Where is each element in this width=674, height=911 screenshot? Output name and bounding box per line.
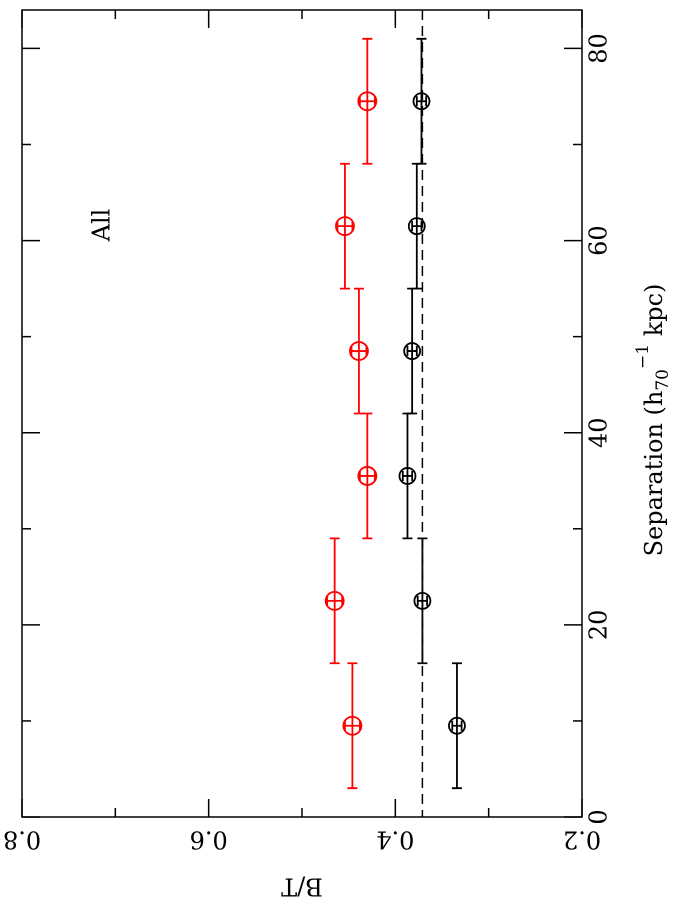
point	[357, 91, 378, 112]
x-tick-label: 60	[585, 225, 613, 256]
point	[448, 716, 466, 735]
point	[413, 591, 432, 610]
y-axis-title: B/T	[281, 873, 323, 901]
x-axis-title-part: Separation (h	[640, 391, 668, 557]
x-axis-title-sup: −1	[633, 344, 653, 369]
y-tick-label: 0.6	[190, 826, 228, 854]
x-axis-title-part: kpc)	[640, 284, 668, 344]
point	[324, 590, 345, 611]
point	[335, 216, 355, 237]
point	[403, 342, 422, 360]
y-tick-label: 0.4	[376, 826, 414, 854]
x-axis-title: Separation (h70−1 kpc)	[633, 284, 673, 557]
bt-error-bar	[451, 720, 463, 731]
frame	[21, 9, 583, 818]
x-tick-label: 0	[585, 809, 613, 824]
point	[349, 341, 369, 361]
x-tick-label: 20	[585, 610, 613, 641]
bt-error-bar	[401, 470, 414, 481]
bt-error-bar	[416, 595, 428, 606]
x-axis-title-sub: 70	[653, 369, 673, 391]
bt-error-bar	[415, 96, 428, 107]
point	[342, 715, 363, 736]
x-tick-label: 80	[585, 33, 613, 64]
y-tick-label: 0.2	[563, 826, 601, 854]
point	[357, 466, 378, 486]
bt-error-bar	[406, 346, 418, 357]
point	[398, 467, 417, 485]
x-tick-label: 40	[585, 417, 613, 448]
point	[407, 217, 426, 236]
bt-error-bar	[411, 221, 423, 232]
annotation: All	[88, 209, 116, 243]
point	[412, 92, 431, 111]
y-tick-label: 0.8	[3, 826, 41, 854]
